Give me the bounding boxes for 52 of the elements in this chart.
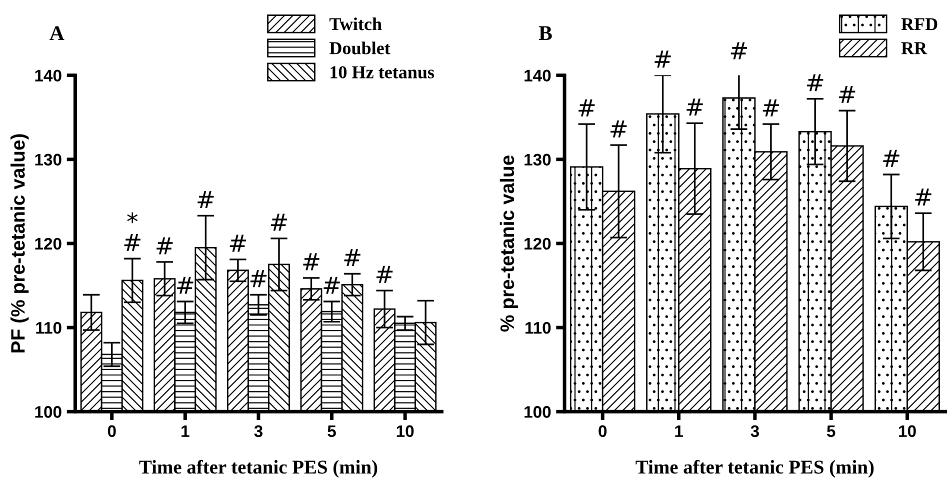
data-label: #	[915, 188, 932, 206]
y-tick-label: 130	[524, 154, 551, 166]
data-label: #	[376, 266, 393, 283]
data-label: #	[762, 99, 780, 116]
data-label: #	[230, 234, 246, 252]
x-tick-label: 10	[899, 425, 916, 438]
x-tick-label: 3	[750, 425, 759, 438]
y-axis-title: PF (% pre-tetanic value)	[10, 134, 29, 352]
y-tick-label: 100	[35, 406, 62, 418]
y-tick-label: 140	[524, 70, 551, 82]
legend-label: RR	[901, 42, 928, 54]
data-label: #	[344, 249, 360, 266]
data-label: * #	[124, 212, 140, 251]
data-label: #	[730, 42, 748, 60]
x-tick-label: 1	[675, 425, 683, 437]
legend-label: Twitch	[329, 18, 382, 30]
y-tick-label: 100	[524, 406, 551, 418]
chart-title: B	[538, 26, 552, 40]
legend-label: Doublet	[330, 42, 390, 54]
x-axis-title: Time after tetanic PES (min)	[636, 460, 874, 478]
y-tick-label: 120	[35, 238, 62, 250]
y-tick-label: 110	[526, 322, 551, 334]
y-tick-label: 120	[524, 238, 551, 250]
chart-title: A	[50, 26, 64, 40]
data-label: #	[578, 99, 595, 116]
data-label: #	[156, 237, 173, 254]
data-label: #	[324, 276, 340, 294]
data-label: #	[807, 74, 824, 92]
y-tick-label: 140	[35, 70, 62, 82]
x-tick-label: 0	[108, 425, 116, 438]
data-label: #	[610, 120, 627, 138]
data-label: #	[198, 191, 214, 208]
data-label: #	[177, 276, 194, 294]
x-axis-title: Time after tetanic PES (min)	[139, 460, 378, 478]
data-label: #	[270, 214, 288, 231]
data-label: #	[839, 86, 856, 103]
x-tick-label: 1	[182, 425, 190, 437]
y-axis-title: % pre-tetanic value	[500, 156, 518, 332]
legend-label: RFD	[901, 18, 938, 30]
x-tick-label: 0	[598, 425, 607, 438]
x-tick-label: 5	[328, 425, 336, 438]
y-tick-label: 110	[36, 322, 62, 334]
data-label: #	[654, 50, 671, 68]
data-label: #	[303, 253, 320, 270]
data-label: #	[250, 270, 267, 288]
x-tick-label: 10	[396, 425, 414, 438]
data-label: #	[883, 150, 900, 167]
x-tick-label: 5	[826, 425, 836, 438]
y-tick-label: 130	[35, 154, 62, 166]
legend-label: 10 Hz tetanus	[330, 66, 434, 78]
x-tick-label: 3	[254, 425, 262, 438]
data-label: #	[686, 98, 703, 116]
